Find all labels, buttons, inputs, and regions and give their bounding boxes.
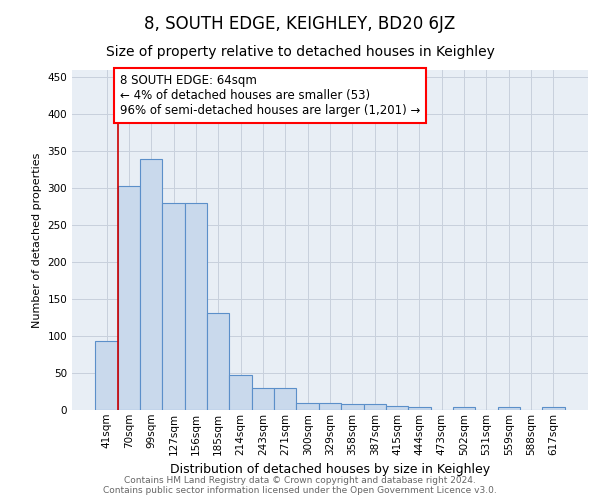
Y-axis label: Number of detached properties: Number of detached properties [32, 152, 42, 328]
Bar [453, 407, 475, 410]
Bar [497, 407, 520, 410]
X-axis label: Distribution of detached houses by size in Keighley: Distribution of detached houses by size … [170, 463, 490, 476]
Text: Size of property relative to detached houses in Keighley: Size of property relative to detached ho… [106, 45, 494, 59]
Bar [274, 388, 296, 410]
Bar [341, 404, 364, 410]
Bar [408, 407, 431, 410]
Text: 8, SOUTH EDGE, KEIGHLEY, BD20 6JZ: 8, SOUTH EDGE, KEIGHLEY, BD20 6JZ [145, 15, 455, 33]
Bar [386, 406, 408, 410]
Bar [118, 186, 140, 410]
Bar [364, 404, 386, 410]
Bar [95, 342, 118, 410]
Text: Contains HM Land Registry data © Crown copyright and database right 2024.
Contai: Contains HM Land Registry data © Crown c… [103, 476, 497, 495]
Text: 8 SOUTH EDGE: 64sqm
← 4% of detached houses are smaller (53)
96% of semi-detache: 8 SOUTH EDGE: 64sqm ← 4% of detached hou… [120, 74, 421, 116]
Bar [207, 313, 229, 410]
Bar [319, 402, 341, 410]
Bar [229, 376, 252, 410]
Bar [140, 158, 163, 410]
Bar [252, 388, 274, 410]
Bar [163, 203, 185, 410]
Bar [296, 402, 319, 410]
Bar [542, 407, 565, 410]
Bar [185, 203, 207, 410]
